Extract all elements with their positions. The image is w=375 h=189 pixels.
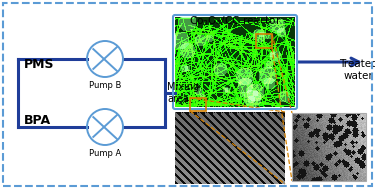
Bar xyxy=(190,98,206,111)
Text: Treated
water: Treated water xyxy=(339,59,375,81)
Text: BPA: BPA xyxy=(24,115,51,128)
Bar xyxy=(256,34,272,48)
Text: PMS: PMS xyxy=(24,59,54,71)
Text: Pump A: Pump A xyxy=(89,149,121,158)
Text: Pump B: Pump B xyxy=(89,81,121,90)
Text: Mixing
area: Mixing area xyxy=(167,82,199,104)
Bar xyxy=(292,113,366,181)
Text: Co$_3$O$_4$/CC reactor: Co$_3$O$_4$/CC reactor xyxy=(189,14,281,28)
